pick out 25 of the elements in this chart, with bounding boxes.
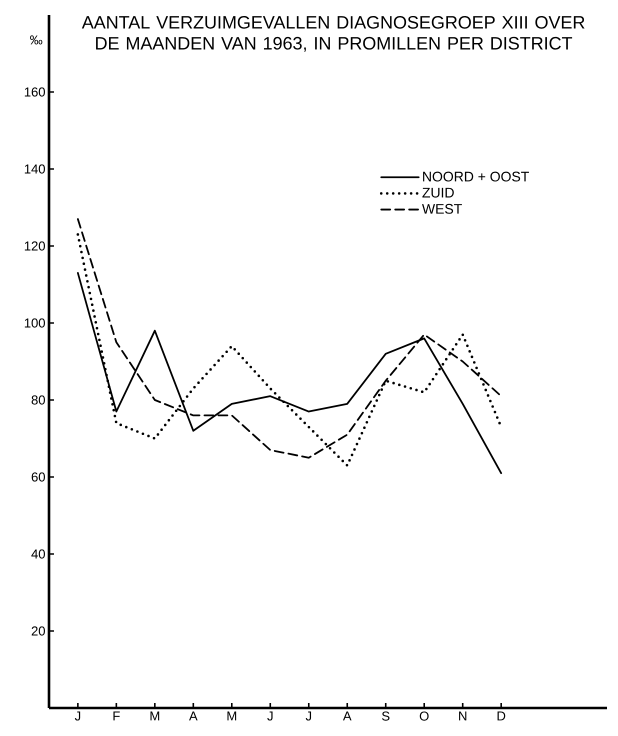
x-tick-label: F xyxy=(113,712,120,720)
y-axis-title: ‰ xyxy=(30,35,42,44)
y-tick-label: 140 xyxy=(24,164,45,174)
x-tick-label: M xyxy=(150,712,160,720)
y-tick-label: 160 xyxy=(24,87,45,97)
x-tick-label: M xyxy=(227,712,236,720)
x-tick-label: O xyxy=(420,712,429,721)
x-tick-label: J xyxy=(267,712,273,721)
legend-label: ZUID xyxy=(422,188,454,198)
x-tick-label: J xyxy=(74,712,80,721)
y-tick-label: 20 xyxy=(32,626,45,636)
x-tick-label: N xyxy=(459,712,466,720)
legend-label: WEST xyxy=(422,204,462,214)
legend-label: NOORD + OOST xyxy=(423,172,529,182)
y-tick-label: 60 xyxy=(32,472,45,482)
x-tick-label: A xyxy=(342,712,352,720)
x-tick-label: S xyxy=(382,712,390,721)
y-tick-label: 120 xyxy=(24,241,45,251)
x-tick-label: A xyxy=(189,712,198,720)
y-tick-label: 40 xyxy=(31,549,45,559)
y-tick-label: 100 xyxy=(24,318,45,328)
x-tick-label: J xyxy=(306,712,312,721)
x-tick-label: D xyxy=(498,712,506,720)
text: AANTAL VERZUIMGEVALLEN DIAGNOSEGROEP XIII OVER DE MAANDEN VAN 1963, IN PROMILLEN PER DISTRICT xyxy=(82,16,585,52)
y-tick-label: 80 xyxy=(32,395,45,405)
